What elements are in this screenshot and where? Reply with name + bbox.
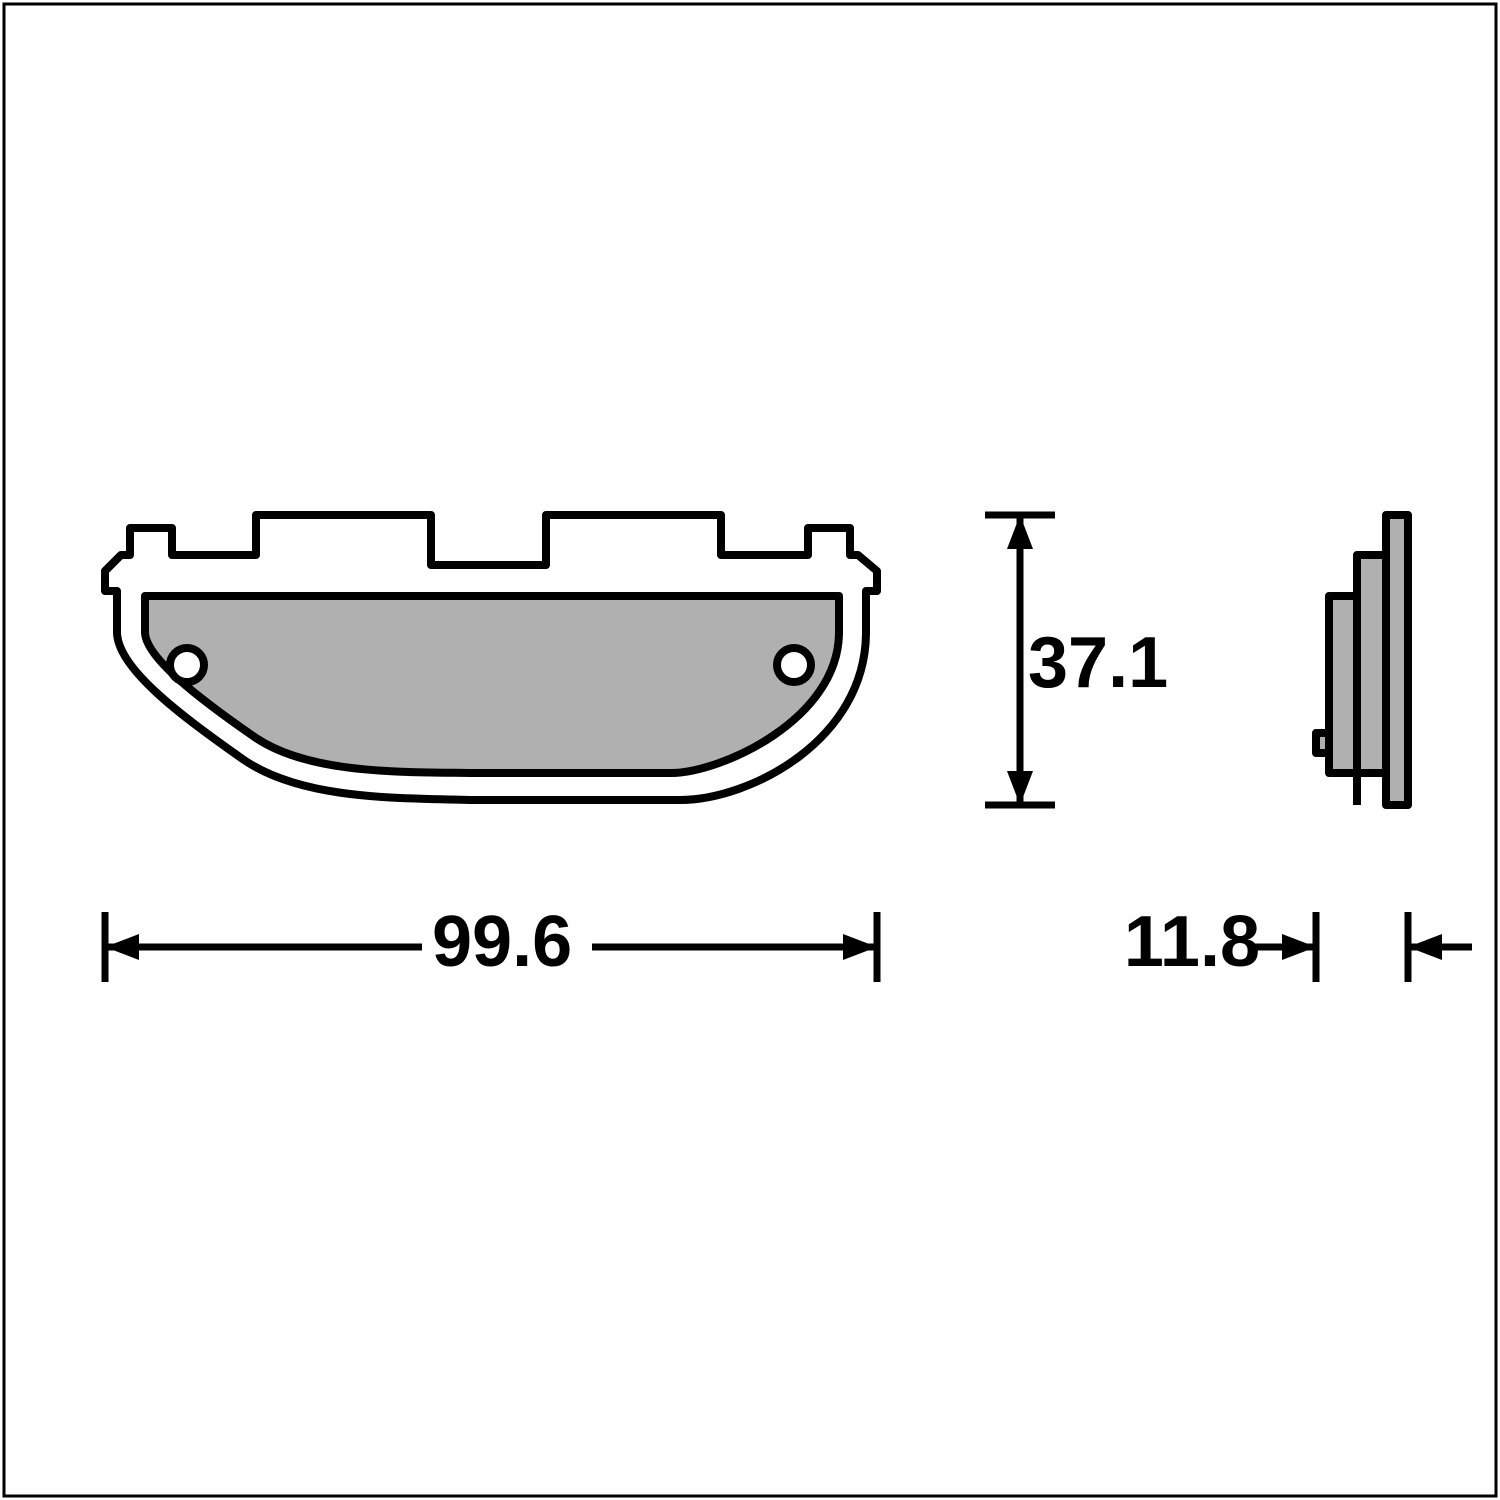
rivet-hole-2 xyxy=(777,648,811,682)
dimension-thickness: 11.8 xyxy=(1124,902,1472,982)
arrow-left-icon xyxy=(1408,934,1442,960)
technical-drawing: 99.6 37.1 11.8 xyxy=(0,0,1500,1500)
arrow-down-icon xyxy=(1007,771,1033,805)
rivet-hole-1 xyxy=(170,648,204,682)
arrow-left-icon xyxy=(105,934,139,960)
side-view xyxy=(1316,515,1408,805)
dimension-width: 99.6 xyxy=(105,900,877,982)
dimension-height: 37.1 xyxy=(985,515,1168,805)
arrow-up-icon xyxy=(1007,515,1033,549)
front-view xyxy=(105,515,877,800)
arrow-right-icon xyxy=(1282,934,1316,960)
dimension-thickness-label: 11.8 xyxy=(1124,902,1260,982)
dimension-height-label: 37.1 xyxy=(1028,623,1168,703)
arrow-right-icon xyxy=(843,934,877,960)
dimension-width-label: 99.6 xyxy=(432,902,572,982)
